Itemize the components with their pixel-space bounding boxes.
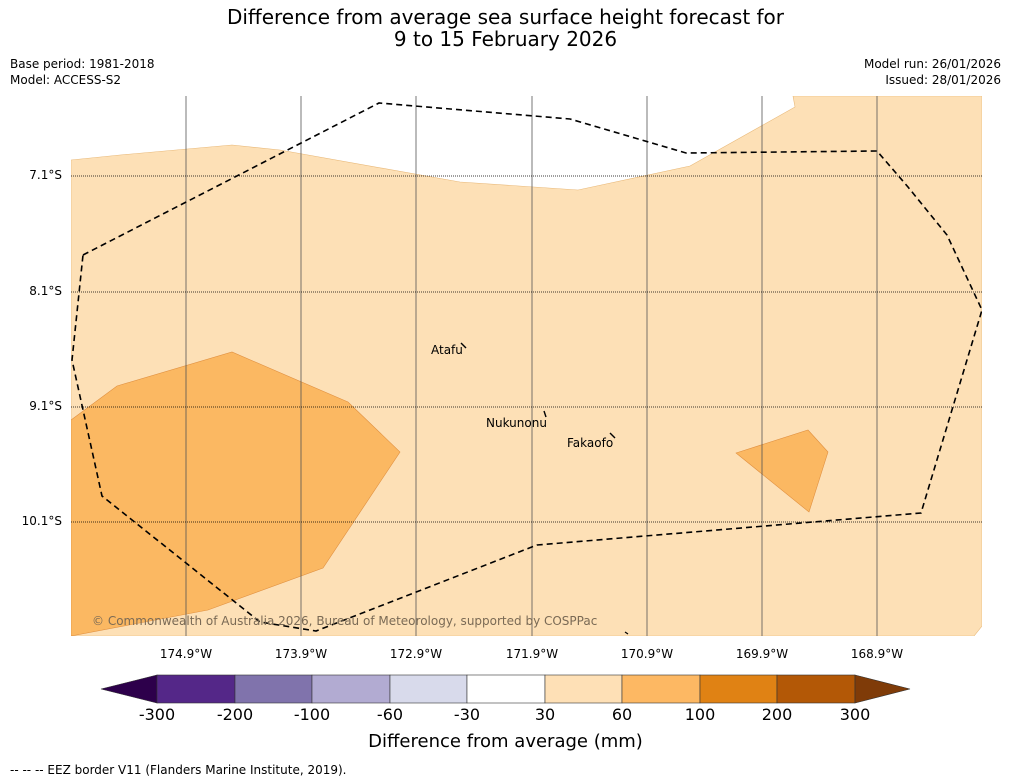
colorbar-label: Difference from average (mm) (368, 731, 643, 752)
lon-label-170-9w: 170.9°W (620, 647, 674, 661)
title-line-1: Difference from average sea surface heig… (226, 5, 785, 29)
colorbar-segment (544, 674, 623, 704)
colorbar-tick: 100 (684, 705, 716, 724)
metadata-right: Model run: 26/01/2026 Issued: 28/01/2026 (864, 56, 1001, 88)
colorbar-segment (466, 674, 546, 704)
lon-label-168-9w: 168.9°W (850, 647, 904, 661)
colorbar-segment (311, 674, 391, 704)
lat-label-10-1s: 10.1°S (21, 514, 62, 528)
map-plot-area (71, 96, 982, 636)
colorbar-segment (156, 674, 236, 704)
lon-label-172-9w: 172.9°W (389, 647, 443, 661)
lon-label-173-9w: 173.9°W (274, 647, 328, 661)
title-line-2: 9 to 15 February 2026 (393, 27, 618, 51)
eez-border (71, 102, 982, 632)
colorbar-tick: -200 (216, 705, 254, 724)
place-nukunonu: Nukunonu (486, 416, 547, 430)
lat-label-9-1s: 9.1°S (29, 399, 62, 413)
metadata-left: Base period: 1981-2018 Model: ACCESS-S2 (10, 56, 155, 88)
colorbar-tick: -300 (138, 705, 176, 724)
colorbar-segment (389, 674, 468, 704)
anomaly-region-60-100-west (71, 351, 401, 636)
place-atafu: Atafu (431, 343, 463, 357)
eez-legend-footnote: -- -- -- EEZ border V11 (Flanders Marine… (10, 763, 347, 777)
lon-label-174-9w: 174.9°W (159, 647, 213, 661)
colorbar (100, 674, 911, 704)
lat-label-7-1s: 7.1°S (29, 168, 62, 182)
fakaofo-atoll-mark (609, 432, 616, 439)
colorbar-segment (234, 674, 313, 704)
colorbar-segment (621, 674, 701, 704)
lon-label-169-9w: 169.9°W (735, 647, 789, 661)
nukunonu-atoll-mark (543, 410, 547, 418)
copyright-notice: © Commonwealth of Australia 2026, Bureau… (92, 614, 598, 628)
colorbar-tick: -60 (376, 705, 404, 724)
colorbar-extend-low (100, 674, 158, 704)
map-title: Difference from average sea surface heig… (0, 6, 1011, 50)
lon-label-171-9w: 171.9°W (505, 647, 559, 661)
base-period: Base period: 1981-2018 (10, 57, 155, 71)
colorbar-tick: 300 (839, 705, 871, 724)
colorbar-segment (776, 674, 856, 704)
colorbar-tick: 60 (611, 705, 633, 724)
colorbar-extend-high (854, 674, 911, 704)
place-fakaofo: Fakaofo (567, 436, 614, 450)
model-run: Model run: 26/01/2026 (863, 57, 1001, 71)
colorbar-segment (699, 674, 778, 704)
colorbar-tick: 200 (761, 705, 793, 724)
lat-label-8-1s: 8.1°S (29, 284, 62, 298)
anomaly-region-60-100-east (735, 429, 829, 513)
colorbar-tick: -30 (453, 705, 481, 724)
issued-date: Issued: 28/01/2026 (885, 73, 1001, 87)
atafu-atoll-mark (460, 342, 467, 349)
longitude-gridlines (185, 96, 878, 636)
colorbar-tick: -100 (293, 705, 331, 724)
small-island-mark (624, 631, 629, 635)
model-name: Model: ACCESS-S2 (10, 73, 122, 87)
colorbar-tick: 30 (534, 705, 556, 724)
